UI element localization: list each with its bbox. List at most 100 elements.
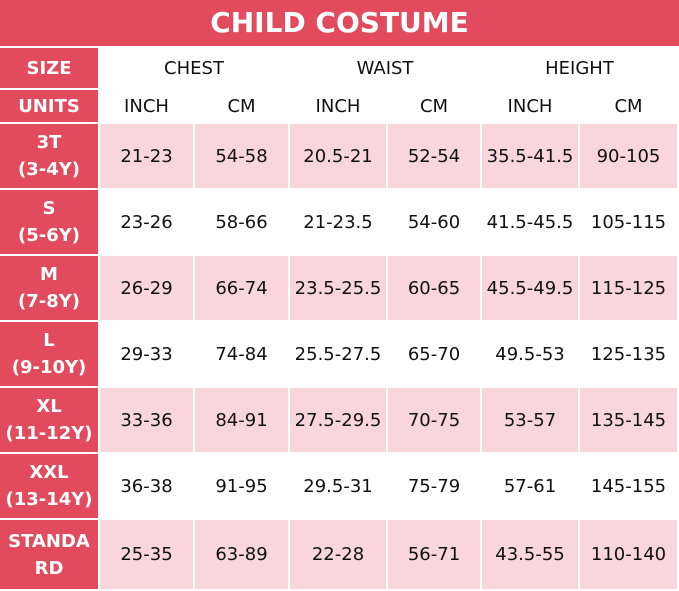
- cell-text: UNITS: [18, 95, 80, 117]
- size-label: M (7-8Y): [0, 256, 98, 320]
- cell-text: RD: [34, 557, 64, 579]
- cell-text: 65-70: [407, 343, 461, 365]
- value-cell: 110-140: [580, 520, 677, 589]
- cell-text: INCH: [507, 95, 553, 117]
- value-cell: 41.5-45.5: [482, 190, 578, 254]
- value-cell: 65-70: [388, 322, 480, 386]
- value-cell: 74-84: [195, 322, 288, 386]
- value-cell: 25-35: [100, 520, 193, 589]
- value-cell: 25.5-27.5: [290, 322, 386, 386]
- cell-text: 43.5-55: [495, 544, 565, 565]
- cell-text: WAIST: [356, 57, 414, 79]
- cell-text: 41.5-45.5: [486, 211, 574, 233]
- cell-text: CM: [419, 95, 449, 117]
- cell-text: XL: [36, 396, 62, 417]
- cell-text: 57-61: [503, 475, 557, 497]
- cell-text: 26-29: [120, 277, 173, 299]
- cell-text: CM: [614, 95, 643, 117]
- cell-text: 110-140: [590, 544, 667, 565]
- cell-text: 91-95: [215, 475, 268, 497]
- cell-text: 66-74: [215, 277, 268, 299]
- value-cell: 49.5-53: [482, 322, 578, 386]
- value-cell: 22-28: [290, 520, 386, 589]
- cell-text: 3T: [36, 132, 62, 153]
- value-cell: 58-66: [195, 190, 288, 254]
- size-label: XXL (13-14Y): [0, 454, 98, 518]
- size-header: SIZE: [0, 48, 98, 88]
- value-cell: 57-61: [482, 454, 578, 518]
- cell-text: (3-4Y): [17, 159, 80, 180]
- cell-text: 70-75: [407, 409, 461, 431]
- cell-text: 21-23: [120, 145, 173, 167]
- cell-text: 27.5-29.5: [294, 409, 382, 431]
- cell-text: 60-65: [407, 277, 461, 299]
- cell-text: 53-57: [503, 409, 557, 431]
- cell-text: XXL: [29, 462, 69, 483]
- size-label: S (5-6Y): [0, 190, 98, 254]
- cell-text: 36-38: [120, 475, 173, 497]
- cell-text: (7-8Y): [17, 291, 80, 312]
- value-cell: 66-74: [195, 256, 288, 320]
- cell-text: 56-71: [407, 544, 461, 565]
- cell-text: 58-66: [215, 211, 268, 233]
- value-cell: 29.5-31: [290, 454, 386, 518]
- value-cell: 63-89: [195, 520, 288, 589]
- cell-text: 84-91: [215, 409, 268, 431]
- cell-text: 74-84: [215, 343, 268, 365]
- cell-text: (9-10Y): [11, 357, 87, 378]
- cell-text: 23.5-25.5: [294, 277, 382, 299]
- value-cell: 54-58: [195, 124, 288, 188]
- value-cell: 105-115: [580, 190, 677, 254]
- cell-text: INCH: [315, 95, 361, 117]
- value-cell: 90-105: [580, 124, 677, 188]
- value-cell: 26-29: [100, 256, 193, 320]
- value-cell: 35.5-41.5: [482, 124, 578, 188]
- value-cell: 91-95: [195, 454, 288, 518]
- value-cell: 23-26: [100, 190, 193, 254]
- cell-text: CHEST: [164, 57, 224, 79]
- cell-text: INCH: [124, 95, 169, 117]
- cell-text: CHILD COSTUME: [210, 6, 469, 39]
- value-cell: 23.5-25.5: [290, 256, 386, 320]
- unit-header: CM: [580, 90, 677, 122]
- value-cell: 43.5-55: [482, 520, 578, 589]
- cell-text: M: [40, 264, 58, 285]
- cell-text: 23-26: [120, 211, 173, 233]
- value-cell: 36-38: [100, 454, 193, 518]
- cell-text: 22-28: [311, 544, 365, 565]
- units-header: UNITS: [0, 90, 98, 122]
- cell-text: 29.5-31: [303, 475, 373, 497]
- value-cell: 52-54: [388, 124, 480, 188]
- value-cell: 53-57: [482, 388, 578, 452]
- cell-text: 29-33: [120, 343, 173, 365]
- value-cell: 29-33: [100, 322, 193, 386]
- cell-text: 21-23.5: [303, 211, 373, 233]
- unit-header: CM: [388, 90, 480, 122]
- group-header: WAIST: [290, 48, 480, 88]
- cell-text: 75-79: [407, 475, 461, 497]
- value-cell: 115-125: [580, 256, 677, 320]
- cell-text: 52-54: [407, 145, 461, 167]
- value-cell: 21-23.5: [290, 190, 386, 254]
- value-cell: 84-91: [195, 388, 288, 452]
- cell-text: (5-6Y): [17, 225, 80, 246]
- cell-text: 115-125: [590, 277, 667, 299]
- value-cell: 27.5-29.5: [290, 388, 386, 452]
- title-bar: CHILD COSTUME: [0, 0, 679, 46]
- size-label: 3T (3-4Y): [0, 124, 98, 188]
- size-label: XL (11-12Y): [0, 388, 98, 452]
- cell-text: 45.5-49.5: [486, 277, 574, 299]
- value-cell: 60-65: [388, 256, 480, 320]
- unit-header: INCH: [482, 90, 578, 122]
- value-cell: 70-75: [388, 388, 480, 452]
- value-cell: 125-135: [580, 322, 677, 386]
- cell-text: (13-14Y): [5, 489, 93, 510]
- unit-header: INCH: [290, 90, 386, 122]
- value-cell: 33-36: [100, 388, 193, 452]
- cell-text: CM: [227, 95, 256, 117]
- value-cell: 54-60: [388, 190, 480, 254]
- value-cell: 56-71: [388, 520, 480, 589]
- cell-text: 33-36: [120, 409, 173, 431]
- cell-text: 145-155: [590, 475, 667, 497]
- cell-text: 35.5-41.5: [486, 145, 574, 167]
